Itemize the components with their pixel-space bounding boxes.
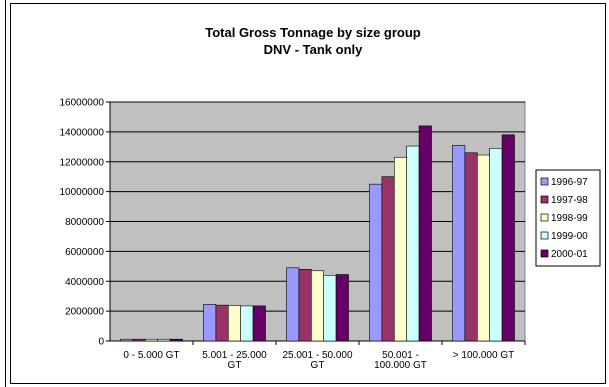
bar-1998-99-0 bbox=[145, 338, 159, 342]
bar-2000-01-3 bbox=[418, 125, 432, 342]
bar-1996-97-1 bbox=[203, 304, 217, 342]
bar-1999-00-2 bbox=[323, 274, 337, 342]
bar-1998-99-1 bbox=[228, 305, 242, 342]
bar-1997-98-0 bbox=[132, 338, 146, 342]
bar-2000-01-1 bbox=[252, 305, 266, 342]
legend-swatch-1997-98 bbox=[540, 195, 549, 204]
legend-label: 1998-99 bbox=[551, 213, 588, 224]
x-tick-label: 50.001 - bbox=[382, 350, 419, 361]
y-tick-label: 14000000 bbox=[60, 127, 105, 138]
bar-1999-00-3 bbox=[406, 145, 420, 342]
bar-1996-97-3 bbox=[369, 183, 383, 342]
x-tick-label: 100.000 GT bbox=[374, 360, 427, 371]
bar-1998-99-2 bbox=[310, 270, 324, 342]
y-tick-label: 2000000 bbox=[65, 307, 104, 318]
y-tick-label: 0 bbox=[98, 337, 104, 348]
bar-1999-00-0 bbox=[157, 338, 171, 342]
y-tick-label: 16000000 bbox=[60, 98, 105, 109]
chart-title: Total Gross Tonnage by size group bbox=[205, 25, 421, 40]
legend-label: 2000-01 bbox=[551, 249, 588, 260]
x-tick-label: GT bbox=[311, 360, 325, 371]
bar-1997-98-3 bbox=[381, 176, 395, 342]
bar-1996-97-4 bbox=[452, 145, 466, 342]
chart-subtitle: DNV - Tank only bbox=[264, 42, 363, 57]
x-tick-label: 25.001 - 50.000 bbox=[282, 350, 352, 361]
bar-1996-97-2 bbox=[286, 267, 300, 342]
y-tick-label: 6000000 bbox=[65, 247, 104, 258]
legend-label: 1997-98 bbox=[551, 195, 588, 206]
legend-swatch-1998-99 bbox=[540, 213, 549, 222]
y-tick-label: 10000000 bbox=[60, 187, 105, 198]
x-tick-label: > 100.000 GT bbox=[453, 350, 514, 361]
legend-swatch-1996-97 bbox=[540, 177, 549, 186]
x-tick-label: 5.001 - 25.000 bbox=[202, 350, 267, 361]
bar-2000-01-2 bbox=[335, 274, 349, 342]
bar-1996-97-0 bbox=[120, 338, 134, 342]
legend-label: 1996-97 bbox=[551, 177, 588, 188]
legend-label: 1999-00 bbox=[551, 231, 588, 242]
legend: 1996-97 1997-98 1998-99 1999-00 2000-01 bbox=[535, 169, 601, 267]
bar-1998-99-4 bbox=[476, 154, 490, 342]
legend-swatch-1999-00 bbox=[540, 231, 549, 240]
bar-1997-98-1 bbox=[215, 304, 229, 342]
x-tick-label: 0 - 5.000 GT bbox=[123, 350, 179, 361]
bar-1997-98-4 bbox=[464, 152, 478, 342]
bar-2000-01-0 bbox=[169, 338, 183, 342]
x-tick-label: GT bbox=[228, 360, 242, 371]
plot-area: 0 2000000 4000000 6000000 8000000 10000000 120… bbox=[60, 98, 526, 371]
bar-1997-98-2 bbox=[298, 268, 312, 342]
y-tick-label: 8000000 bbox=[65, 217, 104, 228]
left-border bbox=[0, 0, 6, 387]
bar-1999-00-1 bbox=[240, 305, 254, 342]
y-tick-label: 12000000 bbox=[60, 157, 105, 168]
bar-1999-00-4 bbox=[489, 148, 503, 342]
bar-1998-99-3 bbox=[393, 156, 407, 342]
legend-swatch-2000-01 bbox=[540, 249, 549, 258]
y-tick-label: 4000000 bbox=[65, 277, 104, 288]
bar-2000-01-4 bbox=[501, 134, 515, 342]
